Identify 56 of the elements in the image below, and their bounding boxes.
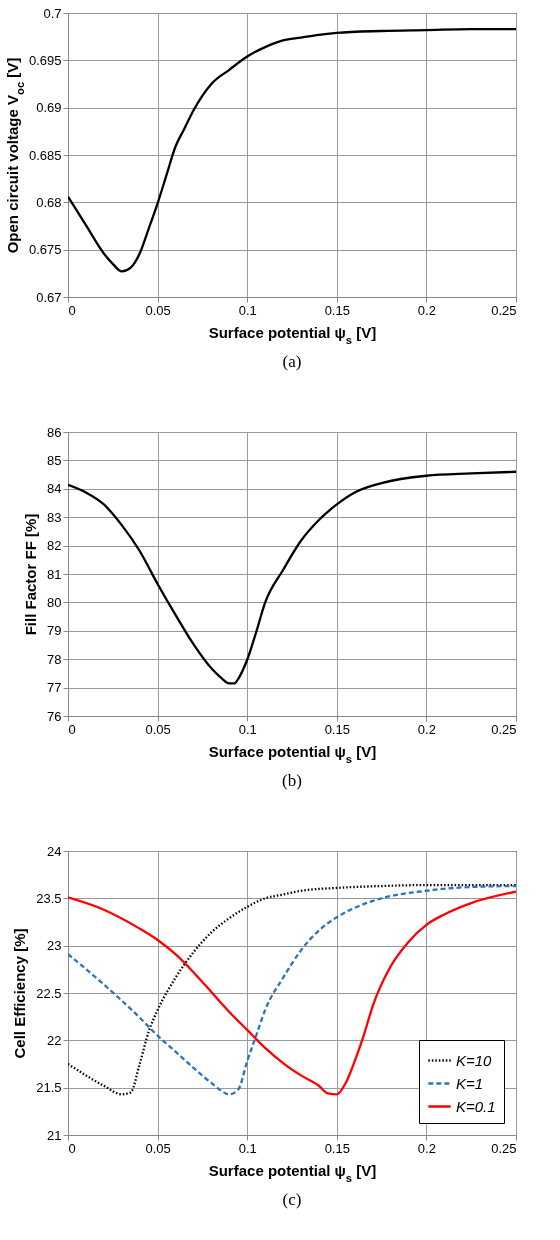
y-tick-label: 23.5 [36,890,62,906]
y-tick-label: 79 [47,623,62,639]
y-tick-label: 84 [47,481,62,497]
y-axis-title: Fill Factor FF [%] [22,513,40,636]
x-tick-label: 0.05 [145,721,171,737]
line-series [68,27,516,273]
x-tick-label: 0.1 [238,302,257,318]
x-tick-label: 0 [68,1140,76,1156]
y-tick-label: 76 [47,708,62,724]
y-tick-label: 86 [47,424,62,440]
y-tick-label: 0.67 [36,289,62,305]
y-tick-label: 83 [47,509,62,525]
text: (a) [282,352,302,371]
y-tick-label: 21.5 [36,1080,62,1096]
x-tick-label: 0 [68,721,76,737]
y-tick-label: 22.5 [36,985,62,1001]
x-axis-title: Surface potential ψ$_{s}$ [V] [208,742,377,765]
y-tick-label: 0.675 [28,242,62,258]
y-tick-label: 0.7 [43,5,62,21]
x-axis-title: Surface potential ψ$_{s}$ [V] [208,323,377,346]
x-tick-label: 0.1 [238,721,257,737]
x-tick-label: 0.05 [145,1140,171,1156]
text: (b) [282,771,302,790]
x-axis-title: Surface potential ψ$_{s}$ [V] [208,1161,377,1184]
y-tick-label: 78 [47,651,62,667]
x-tick-label: 0.2 [417,721,436,737]
y-tick-label: 81 [47,566,62,582]
x-tick-label: 0 [68,302,76,318]
x-tick-label: 0.15 [324,302,350,318]
x-tick-label: 0.25 [491,302,517,318]
y-tick-label: 0.695 [28,52,62,68]
y-tick-label: 23 [47,938,62,954]
y-tick-label: 0.685 [28,147,62,163]
legend-label: K=1 [456,1074,484,1092]
text: (c) [282,1190,302,1209]
y-axis-title: Cell Efficiency [%] [11,928,29,1059]
line-series [68,470,516,685]
x-tick-label: 0.2 [417,302,436,318]
y-tick-label: 85 [47,452,62,468]
x-tick-label: 0.05 [145,302,171,318]
x-tick-label: 0.15 [324,1140,350,1156]
y-tick-label: 22 [47,1032,62,1048]
y-tick-label: 24 [47,843,62,859]
x-tick-label: 0.25 [491,1140,517,1156]
y-tick-label: 0.68 [36,194,62,210]
y-tick-label: 80 [47,594,62,610]
legend-label: K=0.1 [456,1097,496,1115]
x-tick-label: 0.25 [491,721,517,737]
y-tick-label: 77 [47,680,62,696]
y-tick-label: 82 [47,538,62,554]
y-tick-label: 21 [47,1127,62,1143]
x-tick-label: 0.2 [417,1140,436,1156]
y-tick-label: 0.69 [36,100,62,116]
x-tick-label: 0.15 [324,721,350,737]
x-tick-label: 0.1 [238,1140,257,1156]
legend-label: K=10 [456,1051,493,1069]
